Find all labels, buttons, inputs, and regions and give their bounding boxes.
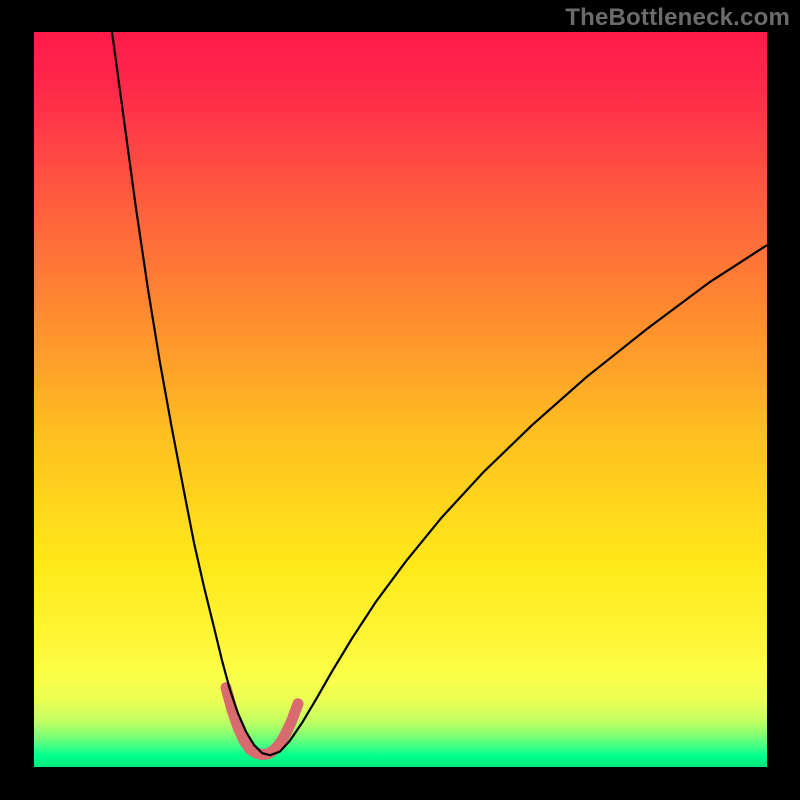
plot-area xyxy=(34,32,767,767)
watermark-text: TheBottleneck.com xyxy=(565,4,790,32)
chart-frame: TheBottleneck.com xyxy=(0,0,800,800)
bottleneck-curve xyxy=(112,32,767,755)
curve-layer xyxy=(34,32,767,767)
